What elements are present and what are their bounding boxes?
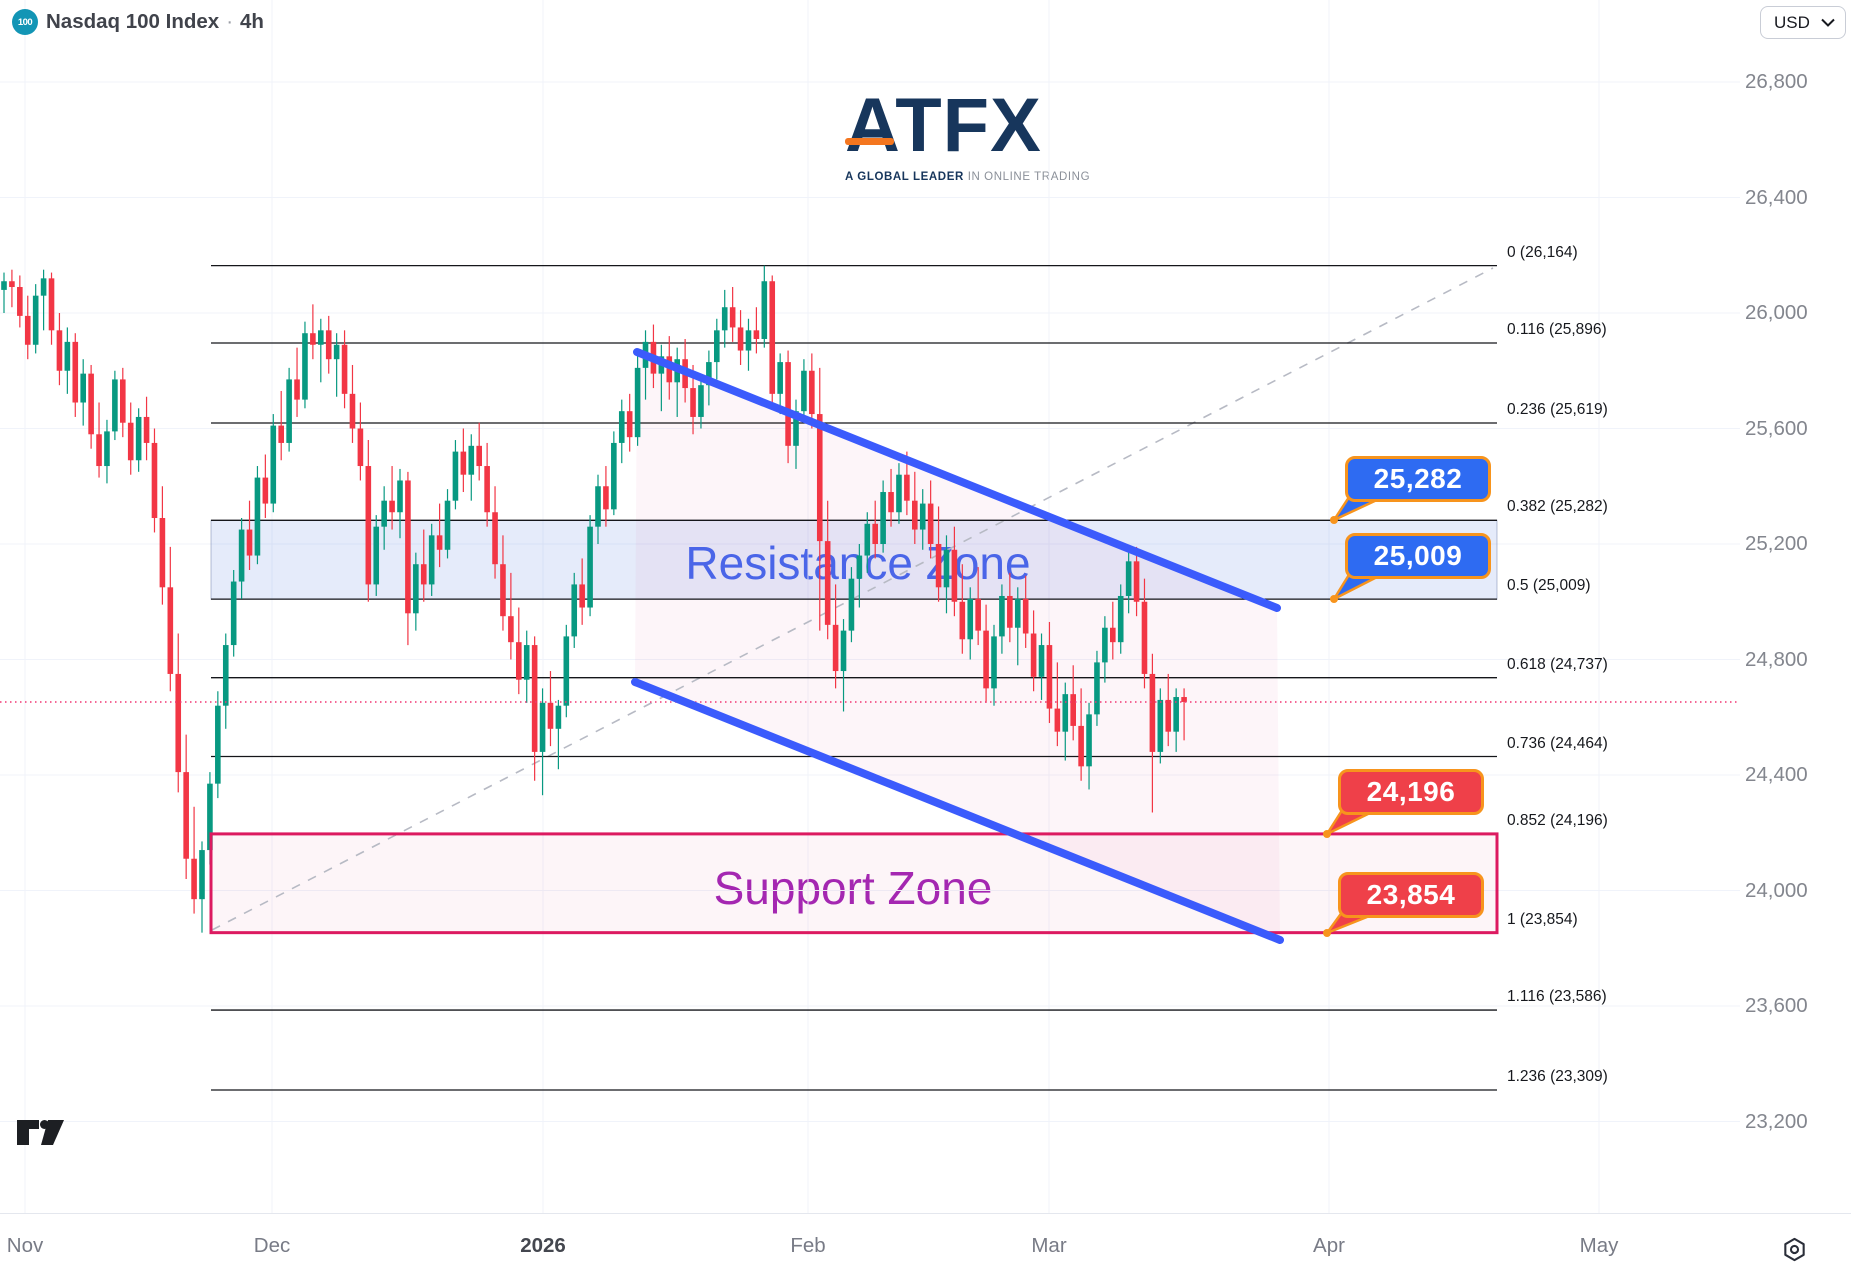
price-tick: 23,200 <box>1745 1109 1808 1133</box>
symbol-title: Nasdaq 100 Index · 4h <box>46 10 264 33</box>
atfx-accent-bar-icon <box>845 138 894 145</box>
price-callout[interactable]: 25,009 <box>1345 533 1491 579</box>
currency-selector[interactable]: USD <box>1760 6 1846 39</box>
price-tick: 23,600 <box>1745 994 1808 1017</box>
fib-level-label: 0.236 (25,619) <box>1507 401 1608 418</box>
time-tick: Nov <box>6 1234 44 1257</box>
chart-settings-icon[interactable] <box>1782 1237 1807 1262</box>
price-callout[interactable]: 24,196 <box>1338 769 1484 815</box>
price-callout[interactable]: 23,854 <box>1338 872 1484 918</box>
time-tick: Apr <box>1313 1234 1345 1257</box>
fib-level-label: 0.736 (24,464) <box>1507 734 1608 752</box>
fib-level-label: 1.236 (23,309) <box>1507 1068 1608 1086</box>
fib-level-label: 0.618 (24,737) <box>1507 655 1608 673</box>
support-zone-label: Support Zone <box>553 862 1153 914</box>
callout-anchor-dot <box>1323 830 1331 838</box>
time-tick: Mar <box>1031 1234 1067 1257</box>
fib-level-label: 1 (23,854) <box>1507 910 1578 928</box>
support-zone-rect[interactable] <box>209 832 1499 935</box>
callout-anchor-dot <box>1330 595 1338 603</box>
atfx-logo-text: ATFX <box>845 83 1042 168</box>
candlestick-series <box>1 265 1187 933</box>
price-tick: 24,400 <box>1745 763 1808 786</box>
fib-level-label: 1.116 (23,586) <box>1507 988 1607 1006</box>
price-callout[interactable]: 25,282 <box>1345 456 1491 502</box>
trendline-upper[interactable] <box>633 348 1281 612</box>
price-tick: 26,000 <box>1745 301 1808 324</box>
callout-anchor-dot <box>1323 929 1331 937</box>
time-tick: Feb <box>790 1234 826 1257</box>
fib-level-label: 0.5 (25,009) <box>1507 577 1591 595</box>
tradingview-logo-icon[interactable] <box>17 1120 65 1146</box>
price-tick: 24,000 <box>1745 878 1808 902</box>
time-tick: May <box>1579 1234 1619 1257</box>
symbol-badge-icon: 100 <box>12 9 38 35</box>
support-zone-fill <box>211 833 1497 933</box>
time-axis-separator <box>0 1213 1851 1214</box>
price-tick: 26,400 <box>1745 185 1808 209</box>
time-tick: Dec <box>253 1234 291 1257</box>
fib-level-label: 0 (26,164) <box>1507 243 1578 261</box>
callout-anchor-dot <box>1330 516 1338 524</box>
trendline-lower[interactable] <box>631 678 1284 944</box>
atfx-tagline: A GLOBAL LEADER IN ONLINE TRADING <box>845 171 1091 183</box>
price-tick: 24,800 <box>1745 647 1808 671</box>
timeframe-label: 4h <box>240 10 264 33</box>
price-tick: 25,600 <box>1745 416 1808 440</box>
fib-level-label: 0.852 (24,196) <box>1507 811 1608 829</box>
title-separator: · <box>226 10 234 33</box>
currency-value: USD <box>1774 12 1810 32</box>
time-tick: 2026 <box>520 1234 566 1257</box>
fib-level-label: 0.116 (25,896) <box>1507 321 1607 339</box>
price-tick: 25,200 <box>1745 532 1808 555</box>
channel-fill <box>635 352 1280 940</box>
price-tick: 26,800 <box>1745 70 1808 93</box>
fib-level-label: 0.382 (25,282) <box>1507 498 1608 516</box>
chevron-down-icon <box>1821 18 1835 27</box>
atfx-logo: ATFX A GLOBAL LEADER IN ONLINE TRADING <box>845 83 1091 183</box>
